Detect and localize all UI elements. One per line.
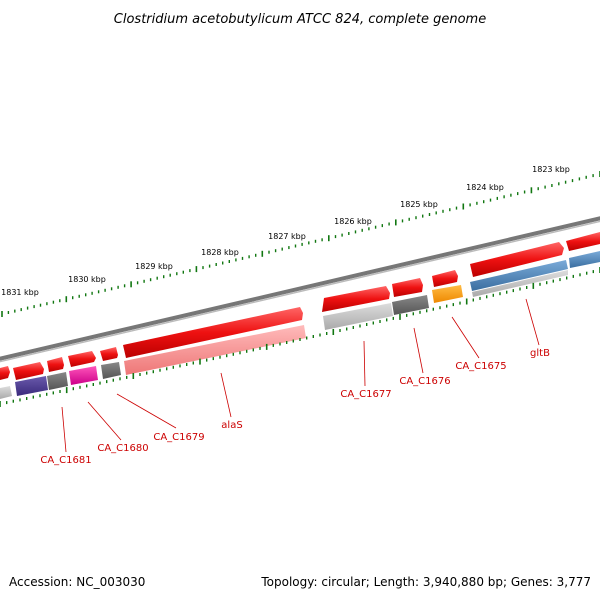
gene-label-CA_C1677[interactable]: CA_C1677 (340, 389, 391, 400)
genome-backbone (0, 216, 600, 361)
ruler-label: 1829 kbp (135, 262, 173, 271)
map-title: Clostridium acetobutylicum ATCC 824, com… (114, 12, 486, 27)
category-bar (0, 386, 12, 399)
category-bar-lightgrey (472, 270, 568, 297)
gene-arrow-CA_C1675[interactable] (432, 270, 458, 287)
ruler-label: 1830 kbp (68, 275, 106, 284)
ruler-label: 1828 kbp (201, 248, 239, 257)
gene-arrow[interactable] (13, 362, 44, 380)
callout-line (451, 316, 480, 359)
category-track (0, 251, 600, 399)
gene-arrow[interactable] (0, 366, 10, 380)
category-bar-lightgrey (323, 303, 393, 330)
gene-labels: CA_C1681 CA_C1680 CA_C1679 alaS CA_C1677… (40, 348, 550, 466)
ruler-label: 1823 kbp (532, 165, 570, 174)
category-bar-grey (101, 362, 121, 379)
category-bar-grey (47, 372, 68, 390)
gene-arrow[interactable] (68, 351, 96, 367)
gene-arrow-CA_C1677[interactable] (322, 286, 390, 312)
callout-line (363, 340, 366, 387)
gene-label-CA_C1676[interactable]: CA_C1676 (399, 376, 450, 387)
gene-arrow[interactable] (47, 357, 64, 372)
gene-callouts (61, 298, 540, 453)
inner-ruler (0, 267, 600, 407)
ruler-label: 1827 kbp (268, 232, 306, 241)
genome-backbone-highlight (0, 220, 600, 363)
ruler-labels: 1823 kbp 1824 kbp 1825 kbp 1826 kbp 1827… (1, 165, 570, 297)
ruler-label: 1824 kbp (466, 183, 504, 192)
forward-gene-track (0, 232, 600, 380)
genome-stats-text: Topology: circular; Length: 3,940,880 bp… (260, 575, 591, 589)
ruler-label: 1831 kbp (1, 288, 39, 297)
outer-ruler (1, 171, 600, 317)
callout-line (87, 401, 122, 441)
category-bar-orange (432, 285, 463, 303)
gene-arrow-CA_C1676[interactable] (392, 278, 423, 297)
gene-label-CA_C1680[interactable]: CA_C1680 (97, 443, 148, 454)
callout-line (220, 372, 232, 418)
gene-label-gltB[interactable]: gltB (530, 348, 550, 359)
callout-line (413, 327, 424, 374)
category-bar-blue (470, 260, 568, 291)
accession-text: Accession: NC_003030 (9, 575, 145, 589)
gene-label-CA_C1675[interactable]: CA_C1675 (455, 361, 506, 372)
ruler-label: 1825 kbp (400, 200, 438, 209)
gene-arrow[interactable] (566, 232, 600, 251)
category-bar-magenta (69, 366, 98, 385)
gene-label-CA_C1681[interactable]: CA_C1681 (40, 455, 91, 466)
callout-line (525, 298, 540, 346)
category-bar-darkgrey (392, 295, 429, 315)
category-bar-pink (124, 325, 306, 375)
gene-arrow[interactable] (100, 347, 118, 361)
gene-label-alaS[interactable]: alaS (221, 420, 242, 431)
category-bar-blue (569, 251, 600, 268)
callout-line (116, 393, 177, 429)
callout-line (61, 406, 67, 453)
gene-label-CA_C1679[interactable]: CA_C1679 (153, 432, 204, 443)
category-bar-purple (15, 376, 48, 396)
ruler-label: 1826 kbp (334, 217, 372, 226)
gene-arrow-gltB[interactable] (470, 242, 564, 277)
gene-arrow-alaS[interactable] (123, 307, 303, 358)
